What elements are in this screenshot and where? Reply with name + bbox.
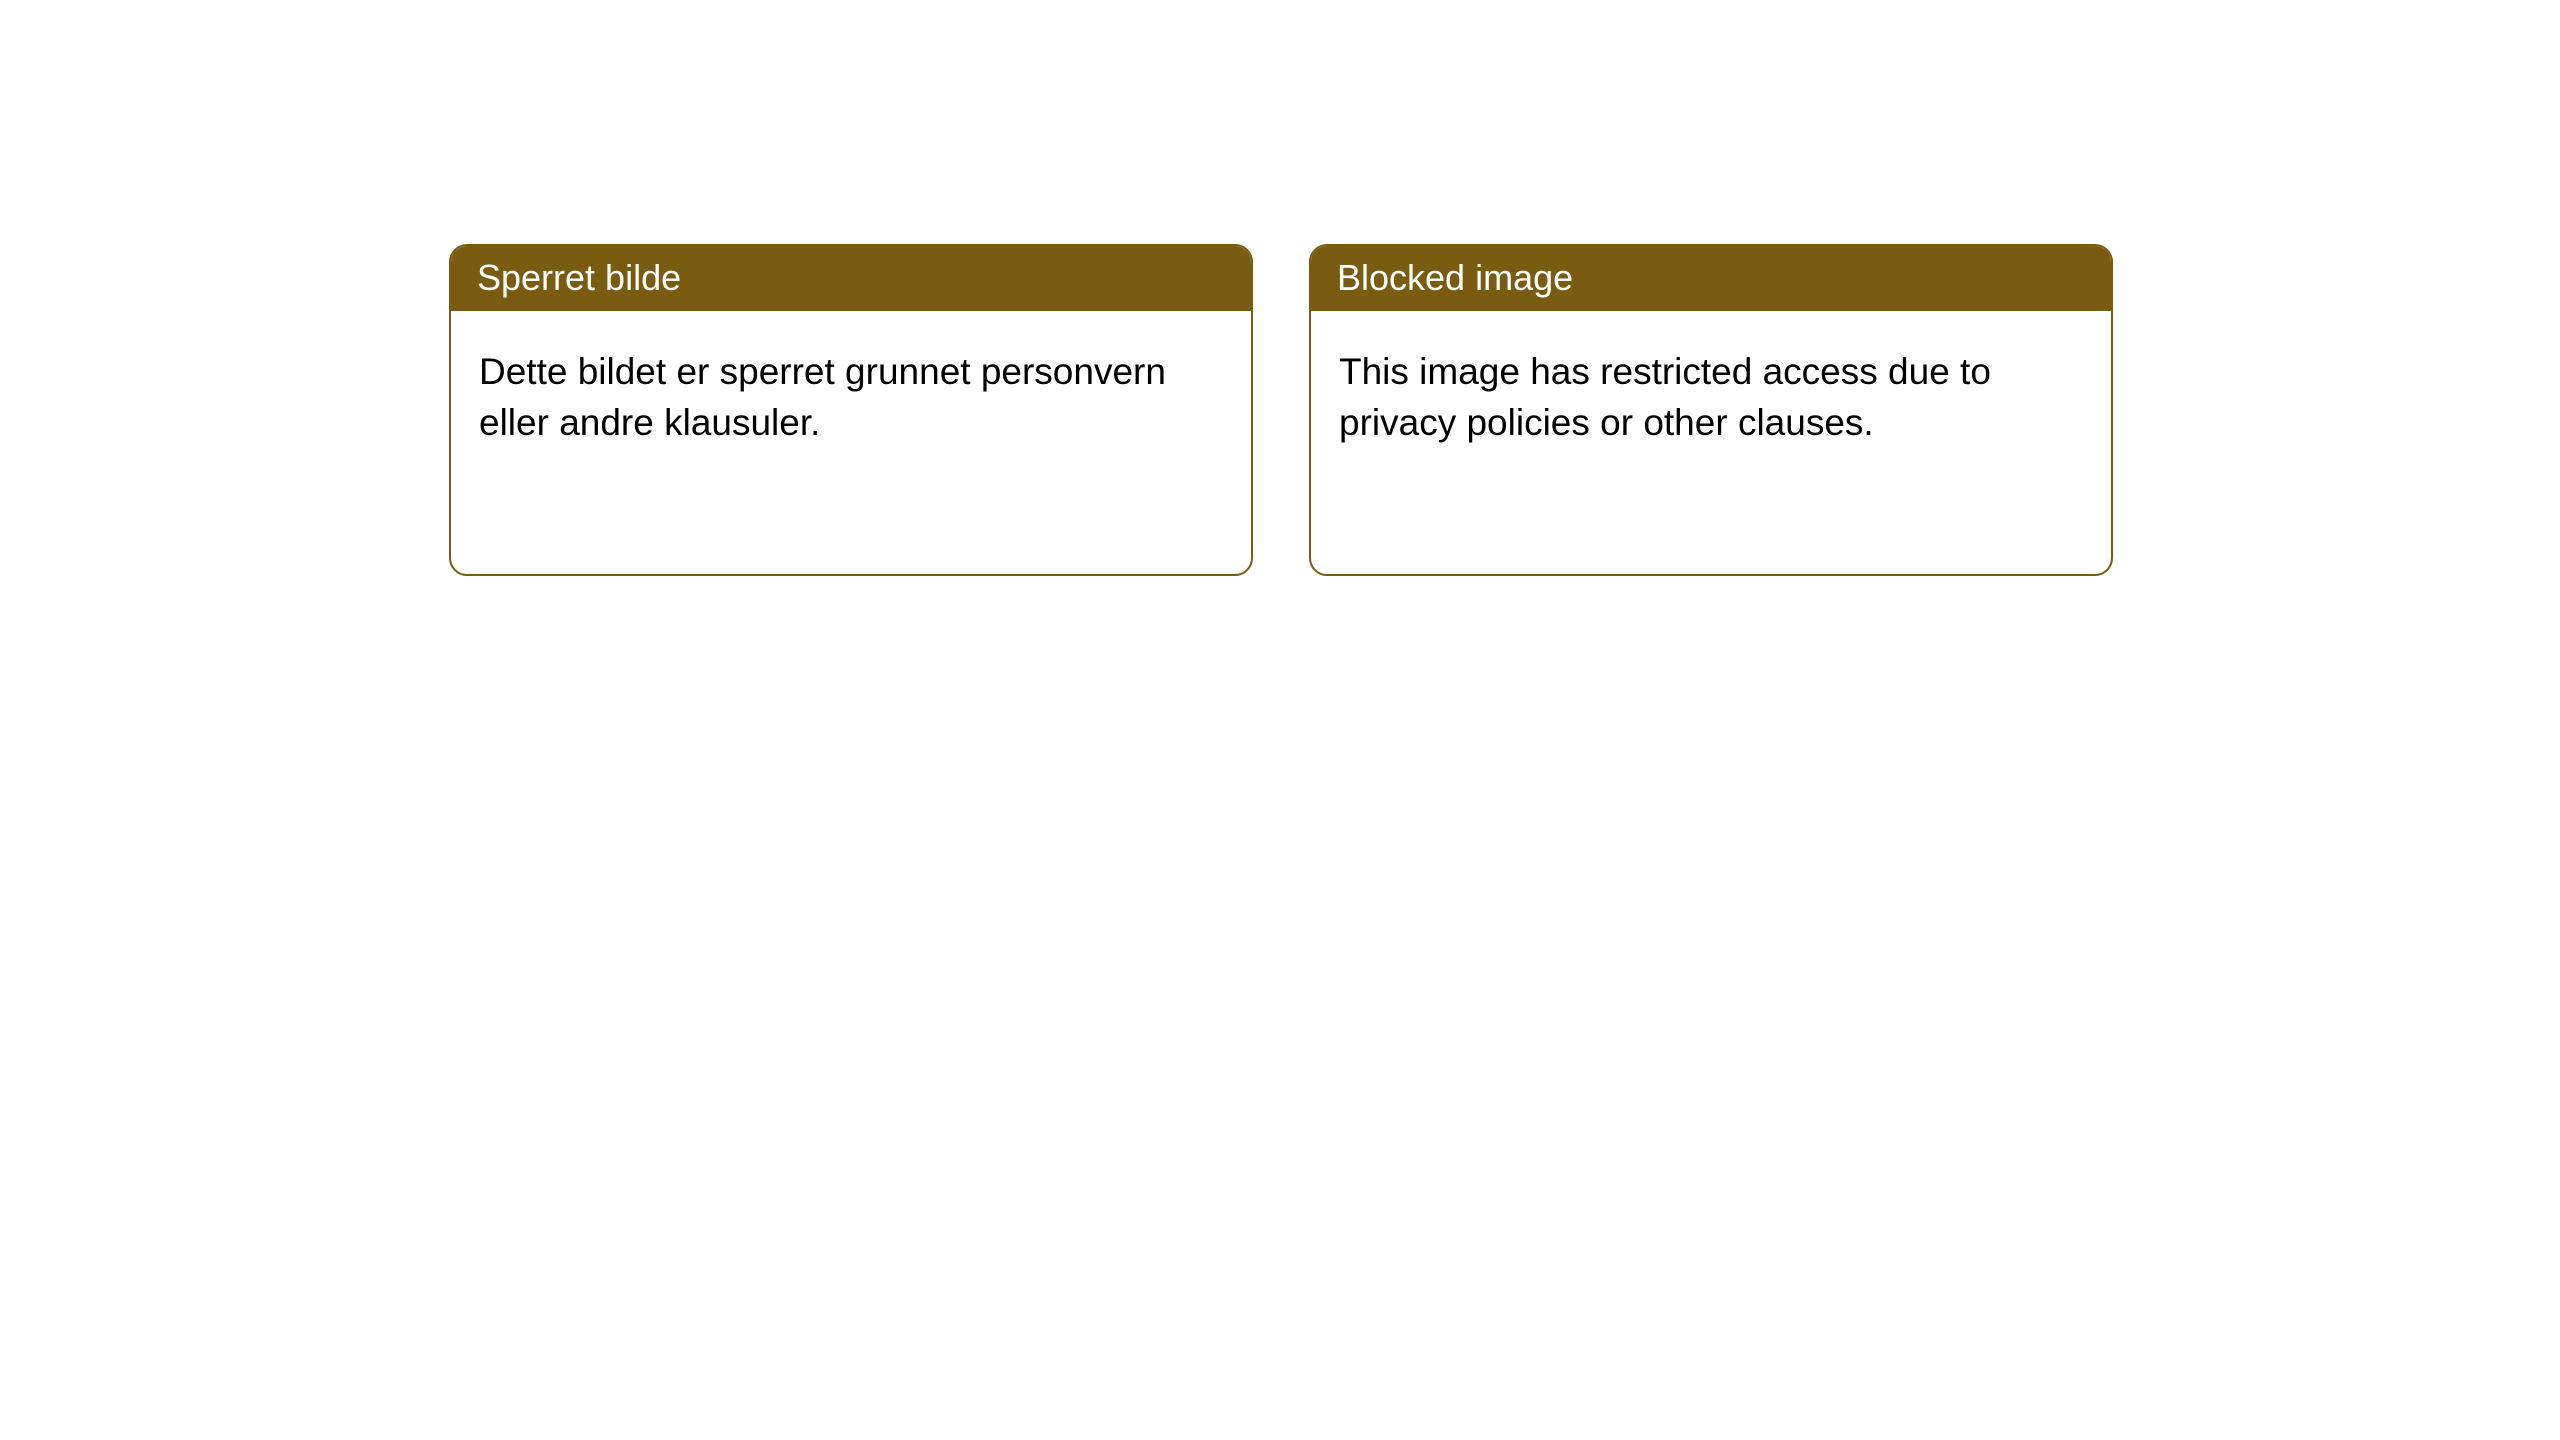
card-header: Blocked image [1311,246,2111,311]
notice-card-norwegian: Sperret bilde Dette bildet er sperret gr… [449,244,1253,576]
card-body: Dette bildet er sperret grunnet personve… [451,311,1251,484]
card-message: Dette bildet er sperret grunnet personve… [479,351,1166,442]
card-body: This image has restricted access due to … [1311,311,2111,484]
card-title: Blocked image [1337,257,1573,298]
notice-card-english: Blocked image This image has restricted … [1309,244,2113,576]
notice-container: Sperret bilde Dette bildet er sperret gr… [0,0,2560,576]
card-header: Sperret bilde [451,246,1251,311]
card-message: This image has restricted access due to … [1339,351,1991,442]
card-title: Sperret bilde [477,257,681,298]
